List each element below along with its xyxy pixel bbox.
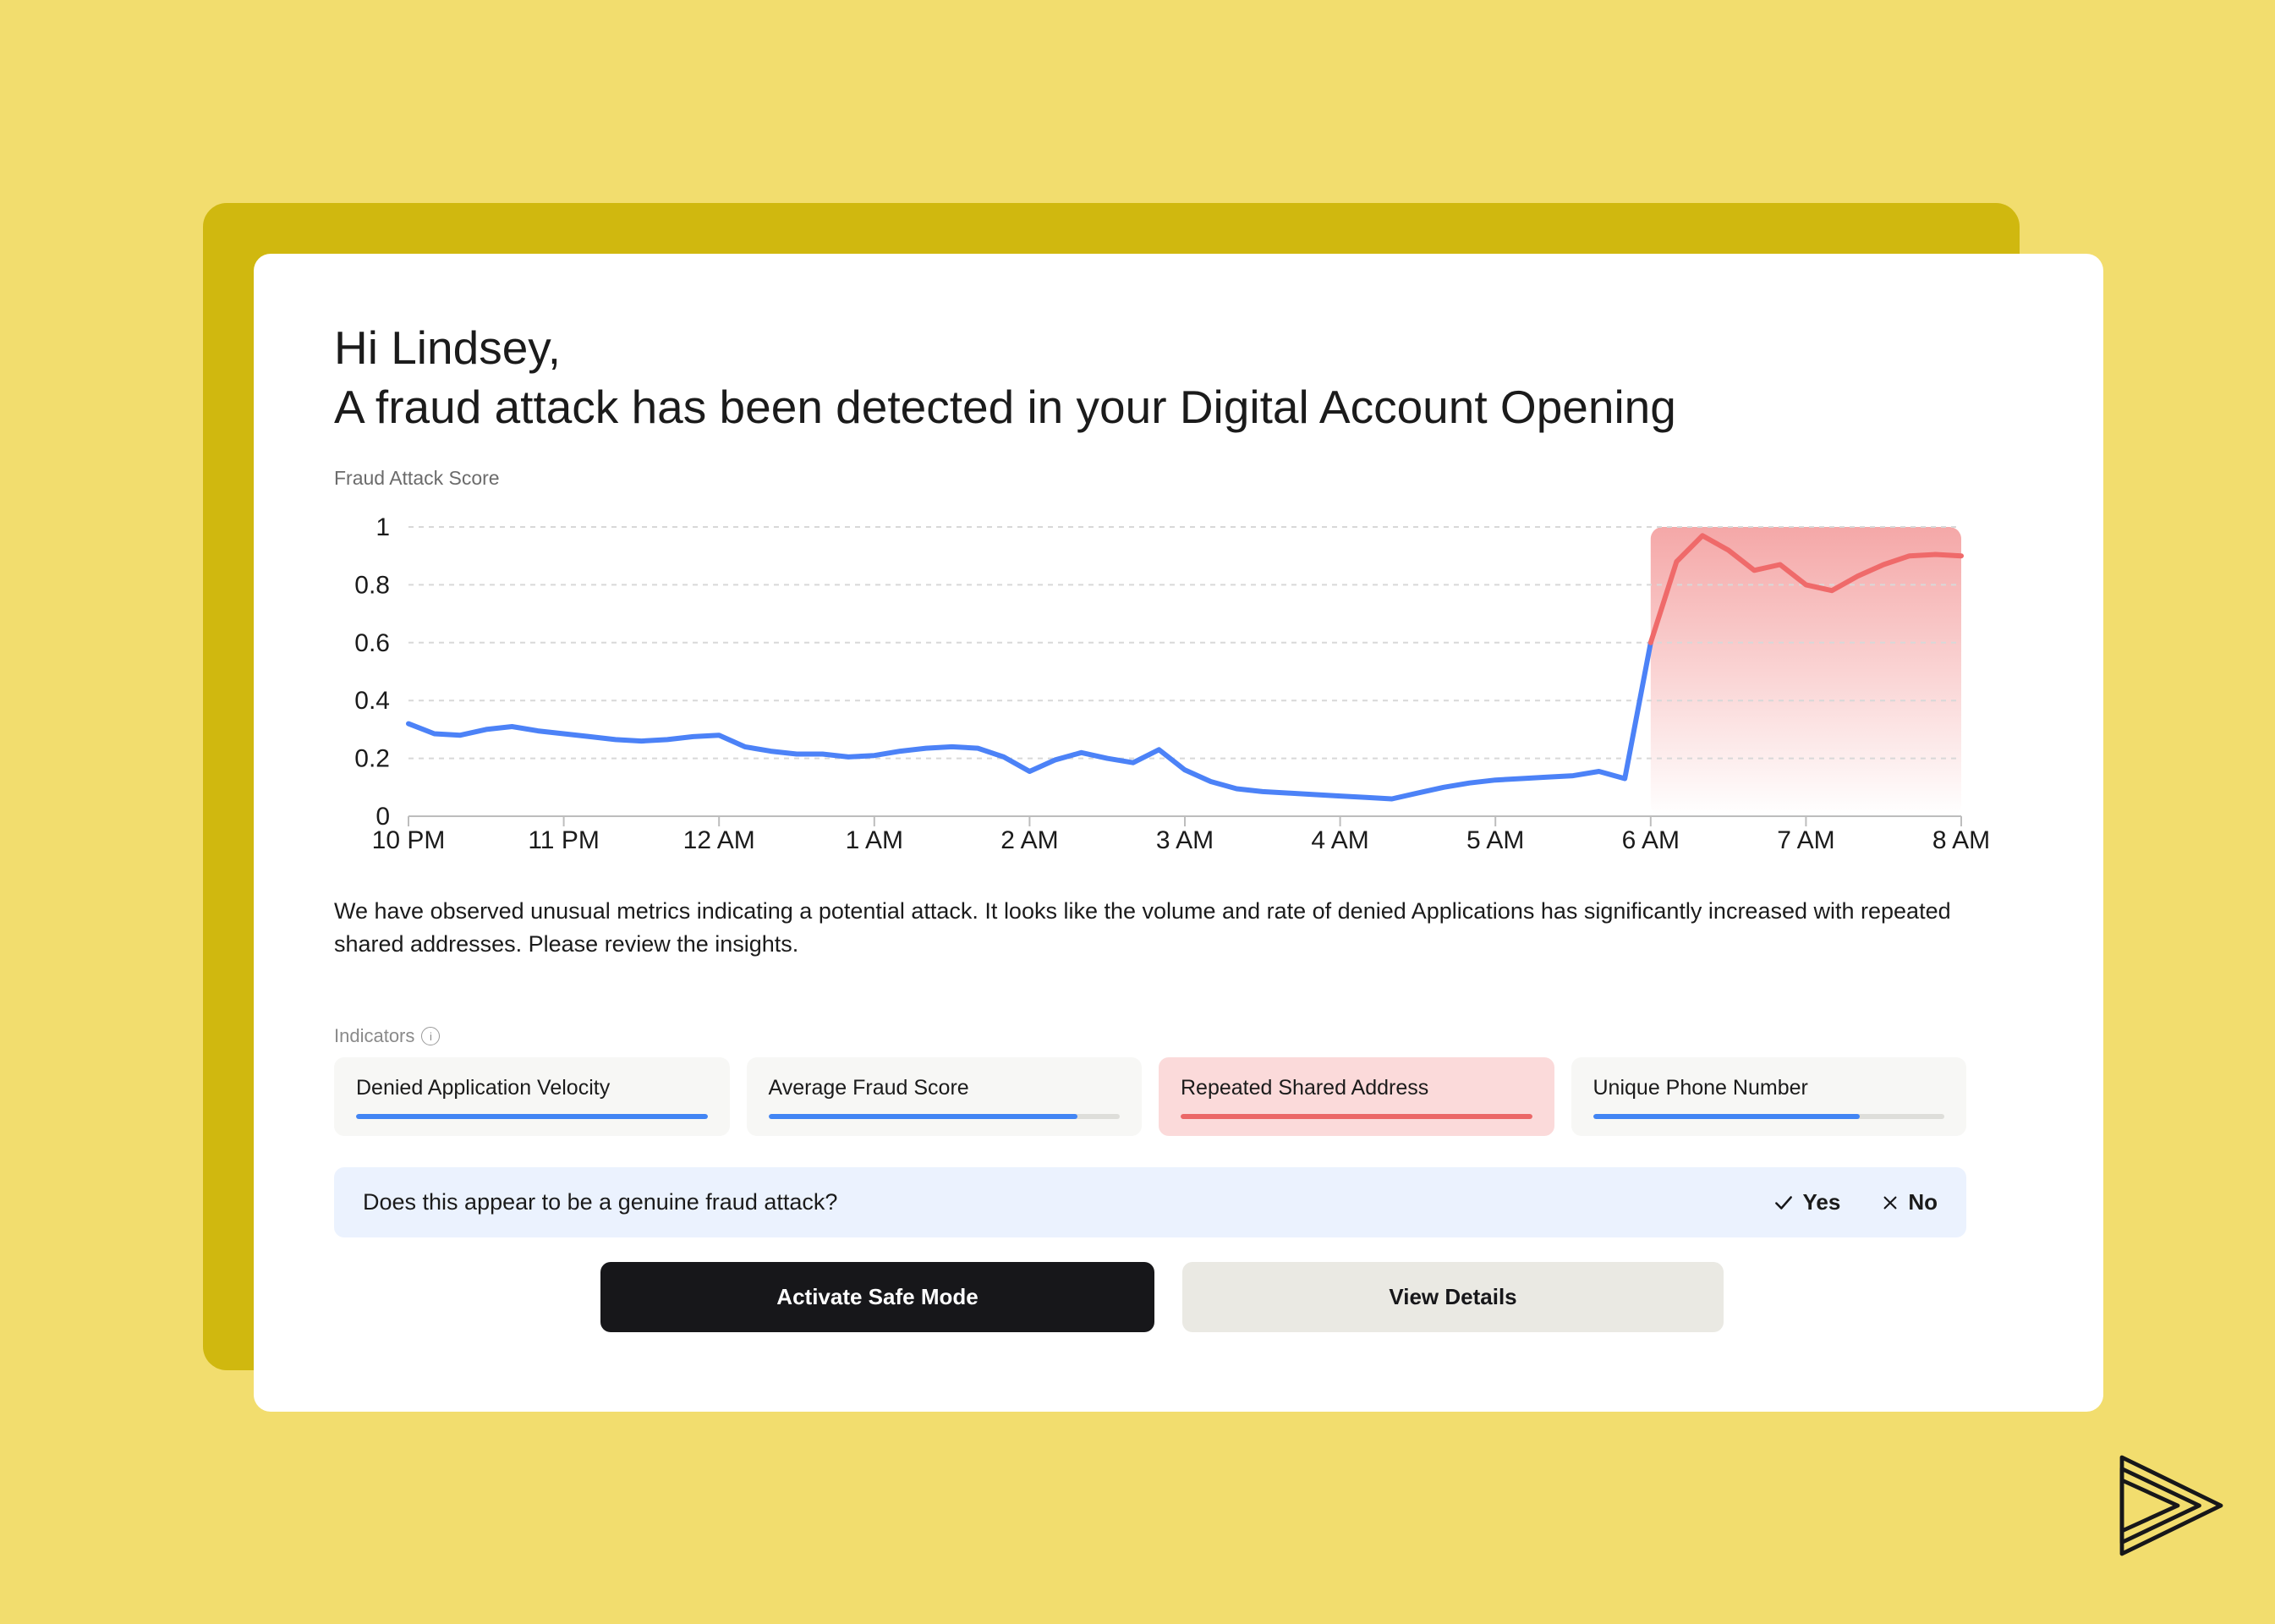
- svg-text:4 AM: 4 AM: [1311, 826, 1368, 854]
- svg-text:11 PM: 11 PM: [528, 826, 599, 854]
- svg-text:3 AM: 3 AM: [1156, 826, 1214, 854]
- svg-text:2 AM: 2 AM: [1000, 826, 1058, 854]
- svg-text:0.4: 0.4: [354, 687, 390, 715]
- svg-text:0.2: 0.2: [354, 745, 390, 773]
- svg-text:10 PM: 10 PM: [372, 826, 446, 854]
- svg-text:5 AM: 5 AM: [1466, 826, 1524, 854]
- svg-text:7 AM: 7 AM: [1777, 826, 1834, 854]
- svg-text:12 AM: 12 AM: [683, 826, 755, 854]
- svg-text:1: 1: [376, 513, 390, 541]
- svg-text:6 AM: 6 AM: [1622, 826, 1680, 854]
- svg-text:0.8: 0.8: [354, 571, 390, 599]
- svg-text:0.6: 0.6: [354, 629, 390, 657]
- svg-text:8 AM: 8 AM: [1932, 826, 1990, 854]
- svg-text:1 AM: 1 AM: [846, 826, 903, 854]
